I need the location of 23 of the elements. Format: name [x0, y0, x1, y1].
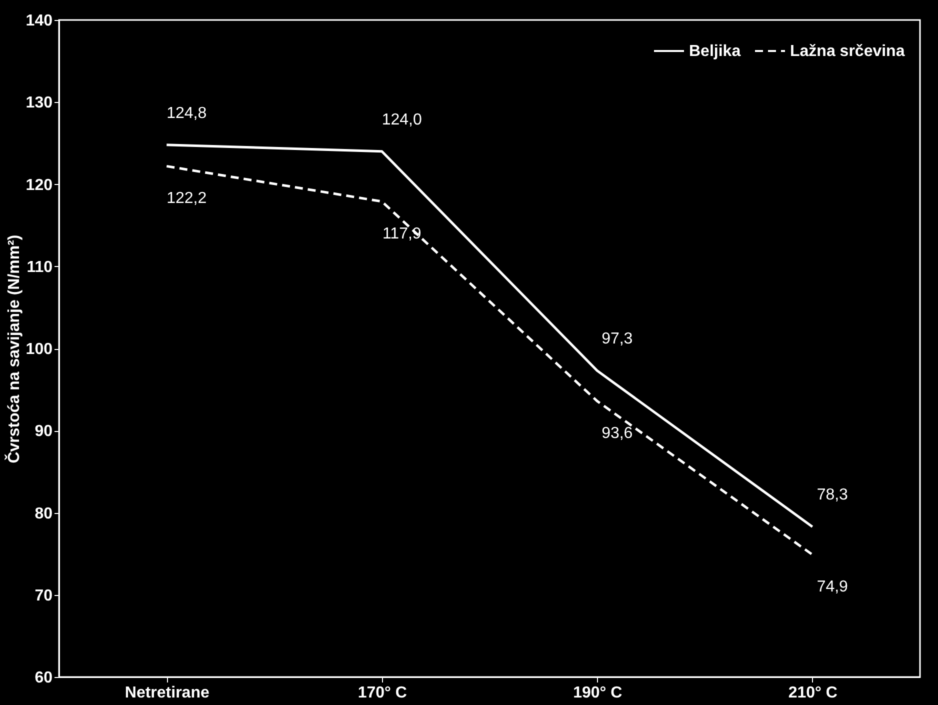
- y-tick-label: 100: [26, 341, 53, 358]
- x-tick-label: 190° C: [573, 684, 623, 702]
- data-label: 122,2: [166, 190, 207, 208]
- y-tick-label: 90: [34, 423, 53, 440]
- legend-label: Beljika: [689, 43, 741, 60]
- y-tick-label: 130: [26, 94, 53, 112]
- y-tick-label: 60: [34, 670, 53, 686]
- data-label: 124,8: [166, 104, 207, 122]
- data-label: 97,3: [602, 330, 633, 348]
- y-tick-label: 140: [26, 12, 53, 30]
- data-label: 74,9: [816, 578, 848, 596]
- y-tick-label: 120: [26, 176, 53, 194]
- data-label: 124,0: [382, 111, 422, 128]
- y-tick-label: 110: [26, 258, 53, 276]
- x-tick-label: 170° C: [358, 684, 408, 702]
- x-tick-label: Netretirane: [124, 684, 210, 702]
- y-tick-label: 70: [34, 587, 53, 604]
- data-label: 78,3: [816, 486, 848, 504]
- legend-label: Lažna srčevina: [790, 43, 905, 60]
- data-label: 93,6: [602, 425, 633, 442]
- x-tick-label: 210° C: [788, 684, 838, 702]
- y-axis-title: Čvrstoća na savijanje (N/mm²): [4, 234, 23, 464]
- y-tick-label: 80: [34, 505, 53, 522]
